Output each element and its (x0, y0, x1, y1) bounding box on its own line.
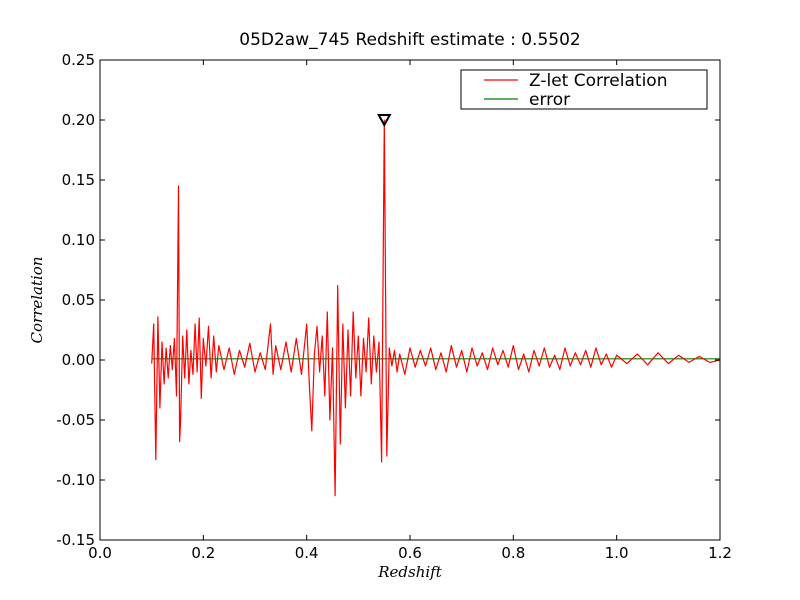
legend-label-error: error (529, 90, 570, 110)
tick-layer: 0.0 0.2 0.4 0.6 0.8 1.0 1.2 -0.15 -0.10 -0.05 0.00… (56, 51, 732, 562)
y-tick-label: -0.10 (56, 471, 95, 489)
y-tick-label: 0.10 (62, 231, 95, 249)
y-tick-label: 0.15 (62, 171, 95, 189)
legend-label-correlation: Z-let Correlation (529, 71, 667, 91)
y-tick-label: 0.00 (62, 351, 95, 369)
x-tick-label: 0.4 (295, 544, 319, 562)
legend-box (460, 69, 708, 110)
peak-marker (377, 114, 392, 128)
y-tick-label: 0.05 (62, 291, 95, 309)
x-tick-label: 1.2 (708, 544, 732, 562)
series-layer (151, 119, 720, 497)
y-tick-label: -0.05 (56, 411, 95, 429)
x-axis-label: Redshift (377, 563, 442, 581)
x-tick-label: 0.0 (88, 544, 112, 562)
y-tick-label: -0.15 (56, 531, 95, 549)
series-line-correlation (151, 119, 720, 497)
y-tick-label: 0.20 (62, 111, 95, 129)
x-tick-label: 0.2 (191, 544, 215, 562)
y-tick-label: 0.25 (62, 51, 95, 69)
x-tick-label: 0.6 (398, 544, 422, 562)
legend: Z-let Correlation error (460, 69, 708, 110)
y-axis-label: Correlation (28, 257, 46, 344)
x-tick-label: 0.8 (501, 544, 525, 562)
chart-title: 05D2aw_745 Redshift estimate : 0.5502 (239, 30, 580, 50)
marker-layer (377, 114, 392, 128)
x-tick-label: 1.0 (605, 544, 629, 562)
